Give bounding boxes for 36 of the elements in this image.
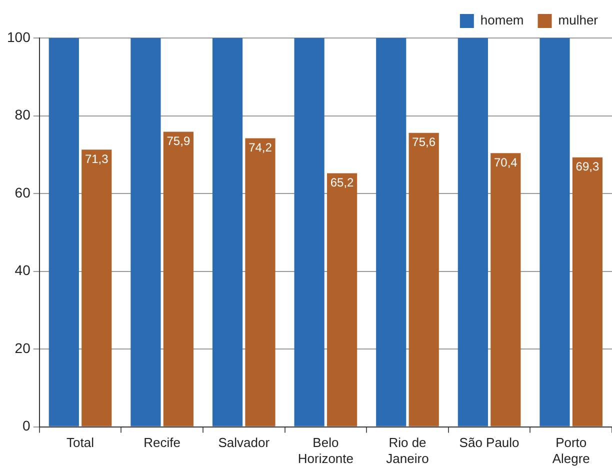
bar [540,38,570,426]
bar [82,150,112,426]
data-label: 69,3 [576,160,600,174]
y-tick-label: 60 [14,184,31,200]
legend-label: homem [480,12,524,28]
data-label: 75,6 [412,135,436,150]
data-label: 65,2 [330,176,354,190]
bar [326,173,358,426]
x-tick-label: Recife [144,435,180,450]
bar [163,132,194,426]
data-label: 70,4 [494,155,518,170]
x-tick-label: São Paulo [459,435,520,450]
bar [294,38,324,426]
x-tick-label: Total [66,435,94,450]
x-tick-label: Rio de Janeiro [386,435,429,466]
bar [130,38,161,426]
y-tick-label: 20 [14,340,31,356]
bar [48,38,79,426]
bar [490,153,521,426]
x-tick-label: Belo Horizonte [298,435,354,466]
y-tick-label: 80 [14,106,31,123]
bar [572,157,603,426]
bar [408,132,439,426]
y-tick-label: 100 [7,28,31,45]
x-tick-label: Salvador [218,435,270,450]
bar [458,38,488,426]
data-label: 74,2 [248,140,272,155]
bar [376,38,406,426]
y-tick-label: 40 [14,262,31,278]
legend-label: mulher [558,12,599,28]
data-label: 71,3 [84,152,109,166]
data-label: 75,9 [166,134,190,148]
x-tick-label: Porto Alegre [552,435,590,466]
y-tick-label: 0 [22,418,31,434]
bar [212,38,243,426]
bar [245,138,276,426]
